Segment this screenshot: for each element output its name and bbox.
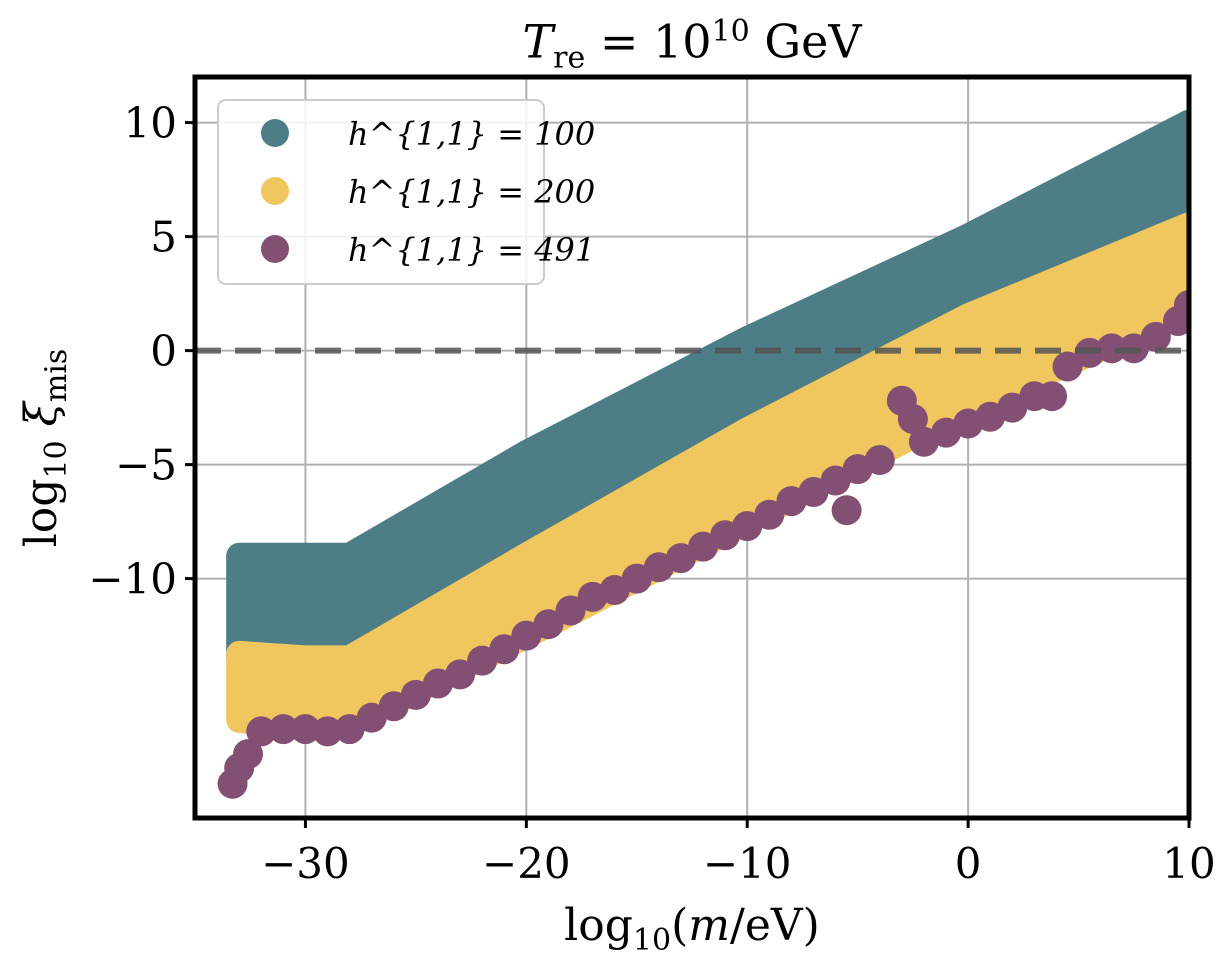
data-point-series-3 [831,495,862,526]
data-point-series-3 [555,595,586,626]
x-tick-label: −20 [482,839,571,888]
data-point-series-3 [864,445,895,476]
legend-label: h^{1,1} = 200 [348,173,595,211]
plot-frame [192,74,1192,821]
data-point-series-3 [1140,321,1171,352]
data-point-series-3 [732,511,763,542]
data-point-series-3 [798,476,829,507]
data-point-series-3 [233,739,264,770]
data-point-series-3 [334,714,365,745]
x-axis-label: log10(m/eV) [564,900,820,958]
data-point-series-3 [290,714,321,745]
legend-marker [261,177,289,205]
y-tick-label: −5 [115,441,177,490]
x-tick-label: 0 [955,839,982,888]
legend-box [217,99,545,285]
data-point-series-3 [511,620,542,651]
data-point-series-3 [533,609,564,640]
legend-label: h^{1,1} = 100 [348,115,595,153]
data-point-series-3 [246,716,277,747]
data-point-series-3 [820,465,851,496]
data-point-series-3 [268,714,299,745]
data-point-series-3 [1052,351,1083,382]
data-point-series-3 [1037,381,1068,412]
data-point-series-3 [621,563,652,594]
data-point-series-3 [445,659,476,690]
data-point-series-3 [356,702,387,733]
y-tick-label: −10 [88,555,177,604]
data-point-series-3 [489,634,520,665]
legend-marker [261,119,289,147]
x-tick-label: −30 [261,839,350,888]
data-points [217,290,1189,799]
data-point-series-3 [312,716,343,747]
y-tick-label: 5 [150,213,177,262]
data-point-series-3 [754,499,785,530]
data-point-series-3 [1174,290,1189,320]
legend-marker [261,235,289,263]
y-tick-label: 10 [124,99,177,148]
data-point-series-3 [665,543,696,574]
x-tick-label: 10 [1162,839,1215,888]
data-point-series-3 [1096,333,1127,364]
data-point-series-3 [688,531,719,562]
legend: h^{1,1} = 100 h^{1,1} = 200 h^{1,1} = 491 [217,99,595,285]
data-point-series-3 [378,691,409,722]
data-point-series-3 [400,679,431,710]
data-point-series-3 [467,645,498,676]
series-band-2 [226,212,1189,740]
data-point-series-3 [599,575,630,605]
y-axis-ticks: 10 5 0 −5 −10 [88,99,195,604]
x-axis-ticks: −30 −20 −10 0 10 [261,818,1216,888]
data-point-series-3 [897,404,928,434]
y-tick-label: 0 [150,327,177,376]
data-point-series-3 [997,392,1028,423]
chart-title: Tre = 1010 GeV [522,14,862,76]
legend-label: h^{1,1} = 491 [348,231,595,269]
x-tick-label: −10 [703,839,792,888]
